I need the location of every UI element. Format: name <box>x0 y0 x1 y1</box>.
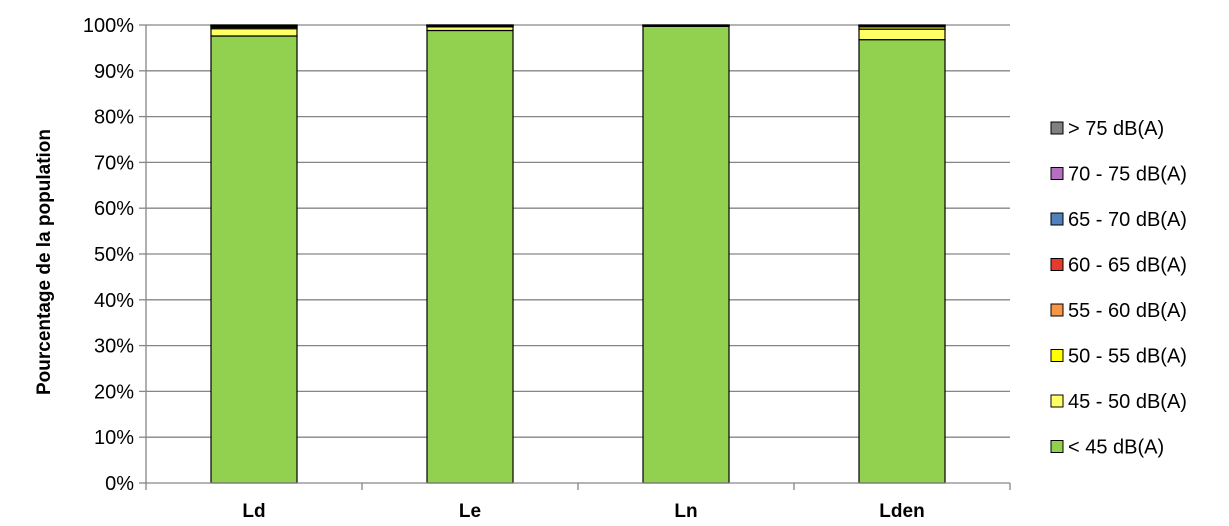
bar-segment <box>858 28 946 41</box>
bars <box>210 24 946 484</box>
legend-swatch <box>1050 258 1064 271</box>
legend-label: 45 - 50 dB(A) <box>1068 391 1187 413</box>
y-tick-label: 100% <box>83 15 134 37</box>
legend-label: < 45 dB(A) <box>1068 437 1164 459</box>
x-category-label: Lden <box>879 501 924 522</box>
y-tick-label: 30% <box>94 336 134 358</box>
y-tick-label: 0% <box>105 473 134 495</box>
legend-label: 60 - 65 dB(A) <box>1068 255 1187 277</box>
y-tick-label: 50% <box>94 244 134 266</box>
legend-label: 55 - 60 dB(A) <box>1068 300 1187 322</box>
bar-segment <box>858 39 946 484</box>
legend-swatch <box>1050 303 1064 317</box>
x-category-label: Ld <box>242 501 265 522</box>
y-tick-label: 80% <box>94 107 134 129</box>
y-tick-label: 70% <box>94 152 134 174</box>
y-tick-labels: 0% 10% 20% 30% 40% 50% 60% 70% 80% 90% 100% <box>83 15 134 495</box>
bar-segment <box>642 25 730 484</box>
bar-segment <box>426 24 514 27</box>
y-tick-label: 60% <box>94 198 134 220</box>
bar-segment <box>210 28 298 37</box>
legend-swatch <box>1050 394 1064 408</box>
axes <box>145 25 1011 490</box>
legend-swatch <box>1050 212 1064 226</box>
legend-label: 70 - 75 dB(A) <box>1068 164 1187 186</box>
x-category-label: Ln <box>674 501 697 522</box>
legend-label: 65 - 70 dB(A) <box>1068 209 1187 231</box>
bar-segment <box>858 24 946 27</box>
x-category-label: Le <box>459 501 481 522</box>
y-tick-label: 10% <box>94 427 134 449</box>
x-category-labels: Ld Le Ln Lden <box>242 501 924 522</box>
legend-swatch <box>1050 167 1064 180</box>
y-tick-label: 90% <box>94 61 134 83</box>
legend: > 75 dB(A) 70 - 75 dB(A) 65 - 70 dB(A) 60 -… <box>1050 118 1187 459</box>
legend-label: > 75 dB(A) <box>1068 118 1164 140</box>
y-tick-label: 20% <box>94 381 134 403</box>
legend-swatch <box>1050 440 1064 453</box>
bar-segment <box>426 29 514 484</box>
bar-segment <box>210 24 298 27</box>
legend-label: 50 - 55 dB(A) <box>1068 346 1187 368</box>
legend-swatch <box>1050 121 1064 135</box>
bar-segment <box>210 35 298 484</box>
legend-swatch <box>1050 349 1064 362</box>
y-tick-label: 40% <box>94 290 134 312</box>
bar-segment <box>642 24 730 27</box>
y-axis-label: Pourcentage de la population <box>34 129 55 395</box>
